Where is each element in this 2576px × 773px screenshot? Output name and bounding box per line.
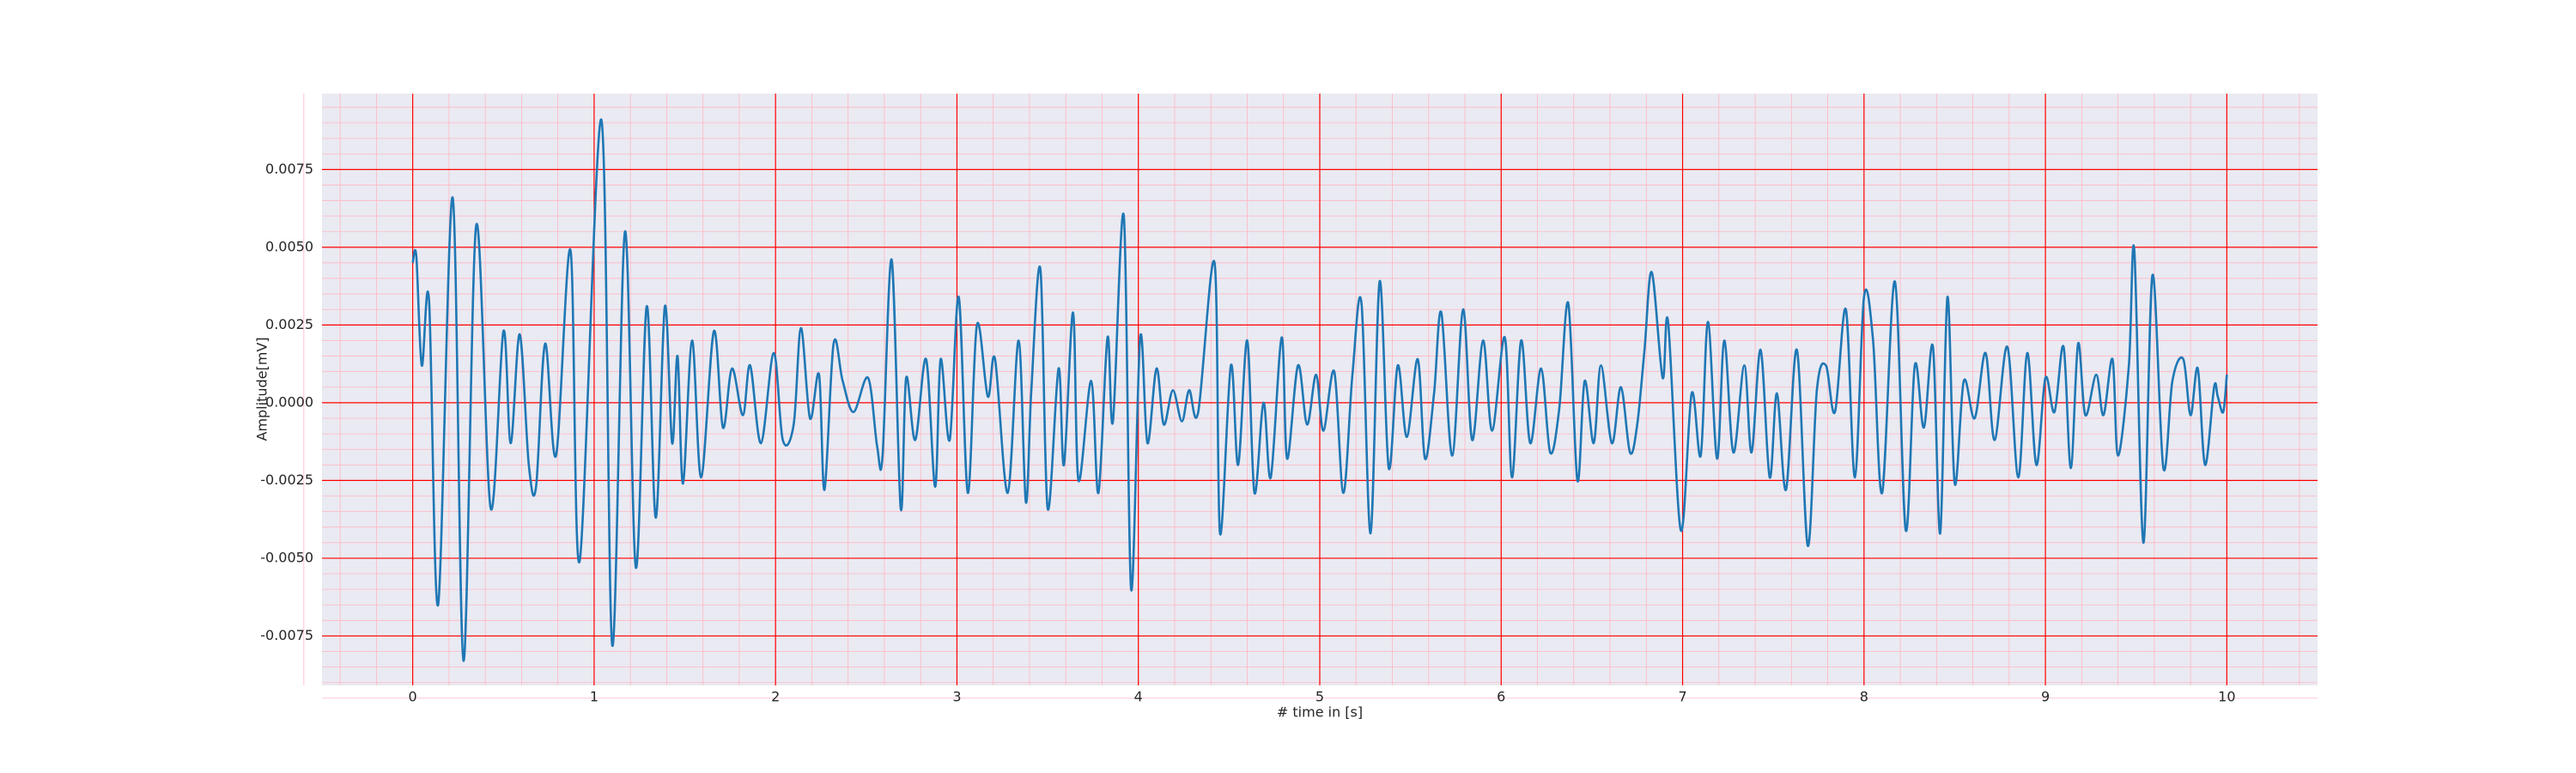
y-axis-label: Amplitude[mV] <box>254 337 270 441</box>
x-tick-label: 1 <box>590 689 598 705</box>
plot-area <box>303 94 2318 699</box>
x-tick-label: 5 <box>1315 689 1324 705</box>
y-tick-label: 0.0025 <box>265 316 313 332</box>
x-tick-label: 4 <box>1134 689 1143 705</box>
x-tick-label: 6 <box>1497 689 1505 705</box>
signal-line <box>411 119 2228 662</box>
x-tick-label: 7 <box>1678 689 1686 705</box>
y-tick-label: -0.0075 <box>260 627 313 643</box>
x-axis-label: # time in [s] <box>1277 704 1363 721</box>
x-tick-label: 10 <box>2218 689 2235 705</box>
y-tick-label: 0.0075 <box>265 161 313 177</box>
x-tick-label: 8 <box>1860 689 1868 705</box>
y-tick-label: -0.0050 <box>260 549 313 565</box>
x-tick-label: 0 <box>409 689 417 705</box>
x-tick-label: 2 <box>771 689 780 705</box>
y-tick-label: 0.0000 <box>265 393 313 410</box>
x-tick-label: 3 <box>952 689 961 705</box>
y-tick-label: -0.0025 <box>260 472 313 488</box>
x-tick-label: 9 <box>2041 689 2050 705</box>
y-tick-label: 0.0050 <box>265 238 313 254</box>
